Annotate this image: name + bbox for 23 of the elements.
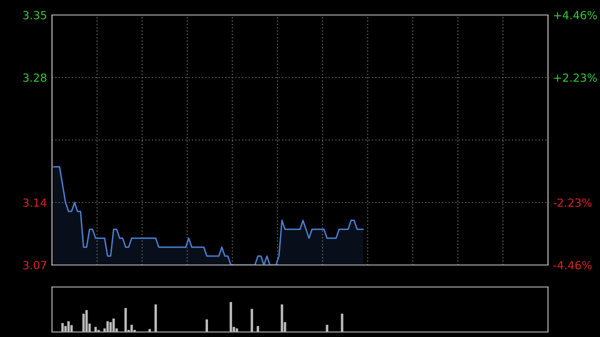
y-tick-label: 3.35 [23,10,46,20]
bar [230,302,232,332]
bar [206,319,208,332]
y2-tick-label: +2.23% [554,73,597,82]
bar [94,326,97,332]
y-tick-label: 3.14 [23,198,47,207]
bar [130,324,133,332]
bar [109,322,112,332]
y-tick-label: 3.28 [23,73,46,82]
bar [154,304,157,332]
bar [256,326,260,332]
y2-tick-label: +4.46% [554,10,597,20]
bar [340,314,344,332]
bar [82,314,85,332]
bar [85,310,88,332]
bar [124,308,127,332]
y2-tick-label: -4.46% [553,260,592,270]
y-tick-label: 3.07 [23,260,46,270]
y2-tick-label: -2.23% [553,198,592,207]
bar [326,324,328,332]
bar [112,318,115,332]
bar [250,308,254,332]
bar [106,321,109,332]
